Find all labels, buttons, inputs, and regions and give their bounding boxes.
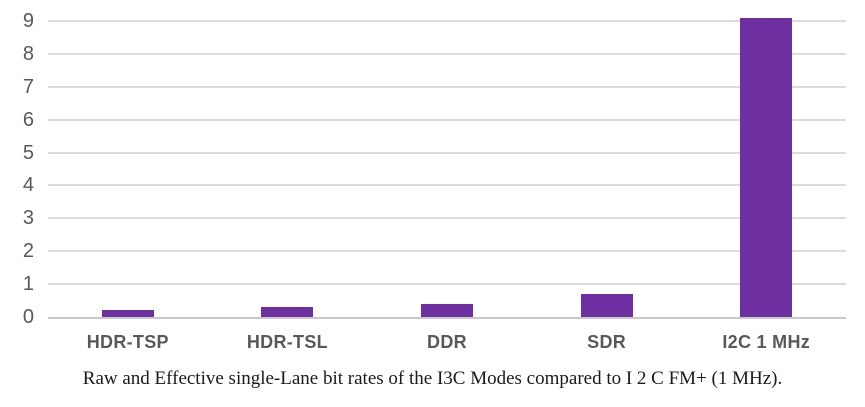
y-tick-label: 1: [22, 273, 34, 296]
x-category-label: HDR-TSP: [86, 332, 169, 352]
plot-area: [48, 0, 846, 319]
y-axis: 0 1 2 3 4 5 6 7 8 9: [0, 0, 38, 330]
bar-ddr: [421, 303, 473, 317]
y-tick-label: 9: [22, 9, 34, 32]
y-tick-label: 4: [22, 174, 34, 197]
y-tick-label: 8: [22, 42, 34, 65]
gridline: [48, 19, 846, 22]
y-tick-label: 2: [22, 240, 34, 263]
gridline: [48, 52, 846, 55]
gridline: [48, 283, 846, 286]
y-tick-label: 0: [22, 306, 34, 328]
x-category-label: HDR-TSL: [246, 332, 328, 352]
y-tick-label: 3: [22, 207, 34, 230]
gridline: [48, 184, 846, 187]
bar-hdr-tsp: [101, 310, 154, 317]
x-category-label: DDR: [427, 332, 467, 352]
y-tick-label: 7: [22, 75, 34, 98]
y-tick-label: 5: [22, 141, 34, 164]
y-tick-label: 6: [22, 108, 34, 131]
gridline: [48, 85, 846, 88]
gridline: [48, 250, 846, 253]
gridline: [48, 118, 846, 121]
gridline: [48, 217, 846, 220]
gridline: [48, 151, 846, 154]
x-category-label: SDR: [587, 332, 627, 352]
figure-caption: Raw and Effective single-Lane bit rates …: [82, 368, 783, 389]
bar-i2c-1-mhz: [740, 17, 793, 317]
bar-hdr-tsl: [261, 307, 314, 317]
x-category-label: I2C 1 MHz: [722, 332, 811, 352]
bar-sdr: [580, 293, 633, 317]
x-axis: HDR-TSP HDR-TSL DDR SDR I2C 1 MHz: [48, 330, 846, 354]
